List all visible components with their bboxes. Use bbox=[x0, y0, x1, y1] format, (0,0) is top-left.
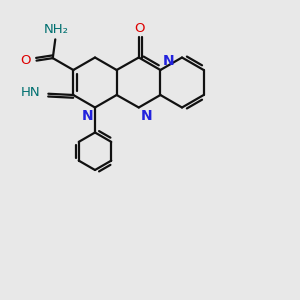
Text: O: O bbox=[20, 54, 31, 67]
Text: HN: HN bbox=[21, 86, 41, 99]
Text: NH₂: NH₂ bbox=[44, 23, 69, 36]
Text: N: N bbox=[81, 110, 93, 124]
Text: O: O bbox=[134, 22, 145, 34]
Text: N: N bbox=[163, 55, 175, 68]
Text: N: N bbox=[141, 110, 153, 124]
